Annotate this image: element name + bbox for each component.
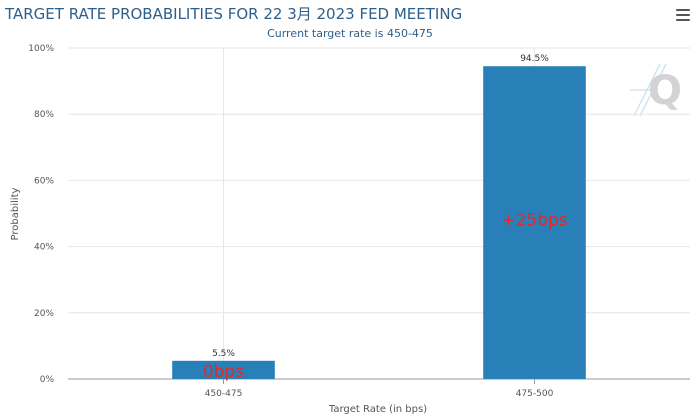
y-tick-label: 20% — [34, 309, 54, 319]
logo-letter: Q — [648, 68, 682, 114]
hamburger-menu-icon[interactable] — [676, 9, 690, 21]
chart-title: TARGET RATE PROBABILITIES FOR 22 3月 2023… — [5, 5, 463, 23]
y-tick-label: 60% — [34, 176, 54, 186]
quikstrike-logo-icon: Q — [630, 63, 682, 117]
bar-annotation: 0bps — [203, 362, 244, 382]
y-tick-label: 40% — [34, 243, 54, 253]
bar-annotation: +25bps — [501, 211, 567, 231]
x-axis-title: Target Rate (in bps) — [328, 404, 427, 415]
y-axis-title: Probability — [10, 187, 21, 240]
y-tick-label: 0% — [40, 375, 55, 385]
chart-subtitle: Current target rate is 450-475 — [267, 27, 433, 40]
bar — [172, 360, 275, 379]
y-tick-label: 100% — [28, 44, 54, 54]
y-tick-label: 80% — [34, 110, 54, 120]
x-tick-label: 450-475 — [205, 389, 243, 399]
x-tick-label: 475-500 — [516, 389, 554, 399]
bar — [483, 66, 586, 379]
bar-data-label: 5.5% — [212, 349, 235, 359]
bar-data-label: 94.5% — [520, 54, 549, 64]
